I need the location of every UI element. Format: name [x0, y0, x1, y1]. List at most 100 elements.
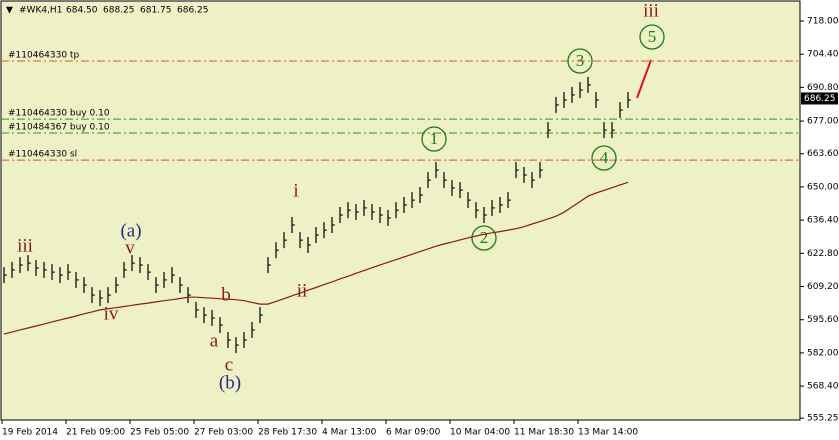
price-bar	[275, 242, 279, 259]
price-bar	[363, 199, 367, 216]
wave-label: 5	[648, 27, 657, 46]
price-bar	[251, 321, 255, 338]
price-bar	[19, 257, 23, 274]
price-bar	[435, 162, 439, 179]
price-bar	[123, 261, 127, 278]
order-label: #110464330 tp	[8, 51, 79, 61]
price-bar	[51, 264, 55, 281]
high: 688.25	[103, 6, 135, 16]
wave-circle	[591, 145, 617, 171]
price-bar	[291, 217, 295, 234]
price-bar	[147, 264, 151, 281]
wave-label: i	[293, 180, 298, 201]
price-bar	[3, 267, 7, 284]
wave-label: 1	[430, 129, 439, 148]
wave-label: iv	[104, 303, 119, 324]
price-bar	[307, 237, 311, 254]
price-bar	[603, 122, 607, 139]
price-bar	[475, 202, 479, 219]
price-bar	[515, 162, 519, 179]
price-bar	[283, 232, 287, 249]
price-bar	[219, 317, 223, 334]
price-bar	[203, 307, 207, 324]
price-bar	[379, 207, 383, 224]
price-bar	[91, 287, 95, 304]
price-bar	[507, 192, 511, 209]
x-tick-label: 11 Mar 18:30	[514, 428, 574, 438]
y-tick-label: 595.60	[807, 315, 839, 325]
price-bar	[451, 179, 455, 196]
price-bar	[547, 122, 551, 139]
price-bar	[315, 227, 319, 244]
price-bar	[187, 287, 191, 304]
y-tick-label: 677.00	[807, 117, 839, 127]
x-tick-label: 4 Mar 13:00	[322, 428, 377, 438]
wave-label: b	[221, 284, 231, 305]
y-tick-label: 582.00	[807, 348, 839, 358]
price-bar	[331, 217, 335, 234]
wave-label: 4	[600, 148, 609, 167]
wave-label: iii	[17, 235, 33, 256]
y-tick-label: 555.25	[807, 414, 839, 424]
price-bar	[227, 331, 231, 348]
y-tick-label: 663.60	[807, 149, 839, 159]
x-tick-label: 21 Feb 09:00	[66, 428, 125, 438]
price-bar	[459, 182, 463, 199]
dropdown-icon[interactable]: ▼	[6, 6, 13, 16]
price-bar	[75, 271, 79, 288]
price-bar	[163, 271, 167, 288]
moving-average	[3, 181, 629, 335]
current-price-label: 686.25	[804, 94, 836, 104]
y-tick-label: 704.40	[807, 50, 839, 60]
y-tick-label: 690.80	[807, 83, 839, 93]
price-bar	[371, 204, 375, 221]
y-tick-label: 636.40	[807, 216, 839, 226]
price-bar	[467, 192, 471, 209]
wave-label: iii	[643, 0, 659, 21]
price-bar	[579, 82, 583, 99]
wave-label: ii	[297, 280, 308, 301]
price-bar	[155, 277, 159, 294]
x-tick-label: 27 Feb 03:00	[194, 428, 253, 438]
price-bar	[139, 257, 143, 274]
price-bar	[243, 331, 247, 348]
price-bar	[523, 166, 527, 183]
wave-label: a	[210, 330, 219, 351]
price-bar	[11, 261, 15, 278]
wave-label: 2	[480, 228, 489, 247]
price-bar	[491, 199, 495, 216]
price-bar	[531, 172, 535, 189]
close: 686.25	[177, 6, 209, 16]
price-bar	[619, 102, 623, 119]
price-bar	[59, 267, 63, 284]
order-label: #110484367 buy 0.10	[8, 123, 110, 133]
price-bar	[107, 287, 111, 304]
wave-circle	[639, 24, 665, 50]
wave-circle	[471, 225, 497, 251]
x-tick-label: 13 Mar 14:00	[578, 428, 638, 438]
price-bar	[499, 196, 503, 213]
price-bar	[347, 202, 351, 219]
price-bar	[35, 259, 39, 276]
price-bar	[563, 92, 567, 109]
forecast-line	[636, 59, 652, 99]
price-bar	[267, 257, 271, 274]
wave-label: (b)	[219, 372, 241, 393]
symbol: #WK4,H1	[19, 6, 62, 16]
price-bar	[299, 232, 303, 249]
y-tick-label: 568.40	[807, 382, 839, 392]
price-bar	[627, 92, 631, 109]
y-tick-label: 609.20	[807, 282, 839, 292]
price-bar	[539, 162, 543, 179]
price-bar	[171, 267, 175, 284]
price-bar	[339, 207, 343, 224]
price-bar	[595, 92, 599, 109]
price-bar	[323, 222, 327, 239]
price-bar	[483, 207, 487, 224]
wave-label: (a)	[120, 220, 141, 241]
wave-label: v	[125, 237, 135, 258]
order-label: #110464330 sl	[8, 150, 77, 160]
y-tick-label: 622.80	[807, 249, 839, 259]
price-bar	[43, 261, 47, 278]
wave-label: 3	[576, 51, 585, 70]
